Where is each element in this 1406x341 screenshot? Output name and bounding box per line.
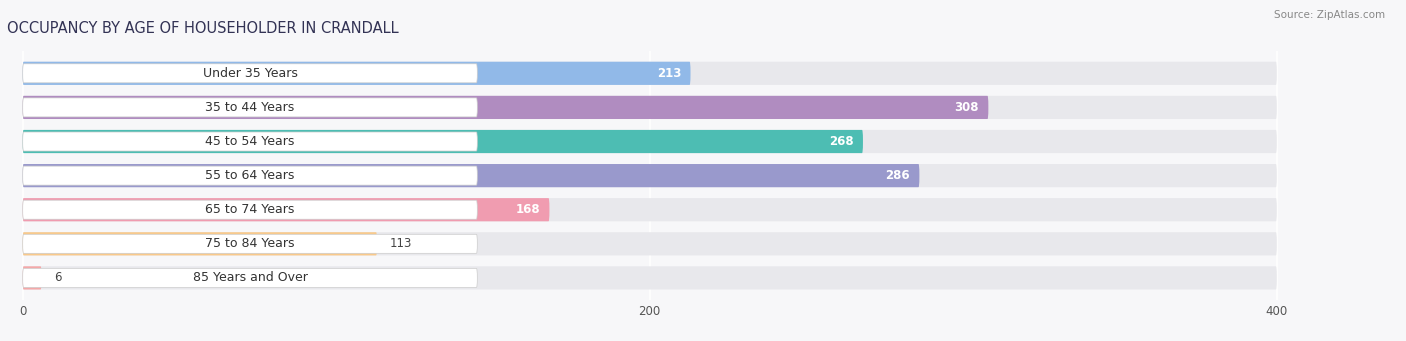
Text: 85 Years and Over: 85 Years and Over [193, 271, 308, 284]
Text: 308: 308 [955, 101, 979, 114]
Text: 75 to 84 Years: 75 to 84 Years [205, 237, 295, 250]
FancyBboxPatch shape [22, 96, 1277, 119]
Text: Source: ZipAtlas.com: Source: ZipAtlas.com [1274, 10, 1385, 20]
FancyBboxPatch shape [22, 130, 1277, 153]
Text: 45 to 54 Years: 45 to 54 Years [205, 135, 295, 148]
Text: Under 35 Years: Under 35 Years [202, 67, 298, 80]
FancyBboxPatch shape [22, 132, 477, 151]
FancyBboxPatch shape [22, 232, 1277, 255]
Text: 113: 113 [389, 237, 412, 250]
Text: 213: 213 [657, 67, 681, 80]
Text: 65 to 74 Years: 65 to 74 Years [205, 203, 295, 216]
FancyBboxPatch shape [22, 198, 1277, 221]
Text: 286: 286 [886, 169, 910, 182]
FancyBboxPatch shape [22, 164, 920, 187]
FancyBboxPatch shape [22, 98, 477, 117]
FancyBboxPatch shape [22, 266, 42, 290]
Text: 35 to 44 Years: 35 to 44 Years [205, 101, 295, 114]
FancyBboxPatch shape [22, 130, 863, 153]
FancyBboxPatch shape [22, 232, 377, 255]
FancyBboxPatch shape [22, 266, 1277, 290]
FancyBboxPatch shape [22, 268, 477, 287]
Text: 6: 6 [53, 271, 62, 284]
Text: OCCUPANCY BY AGE OF HOUSEHOLDER IN CRANDALL: OCCUPANCY BY AGE OF HOUSEHOLDER IN CRAND… [7, 21, 399, 36]
FancyBboxPatch shape [22, 164, 1277, 187]
FancyBboxPatch shape [22, 96, 988, 119]
FancyBboxPatch shape [22, 62, 1277, 85]
FancyBboxPatch shape [22, 64, 477, 83]
FancyBboxPatch shape [22, 166, 477, 185]
Text: 168: 168 [516, 203, 540, 216]
Text: 268: 268 [830, 135, 853, 148]
Text: 55 to 64 Years: 55 to 64 Years [205, 169, 295, 182]
FancyBboxPatch shape [22, 62, 690, 85]
FancyBboxPatch shape [22, 200, 477, 219]
FancyBboxPatch shape [22, 234, 477, 253]
FancyBboxPatch shape [22, 198, 550, 221]
